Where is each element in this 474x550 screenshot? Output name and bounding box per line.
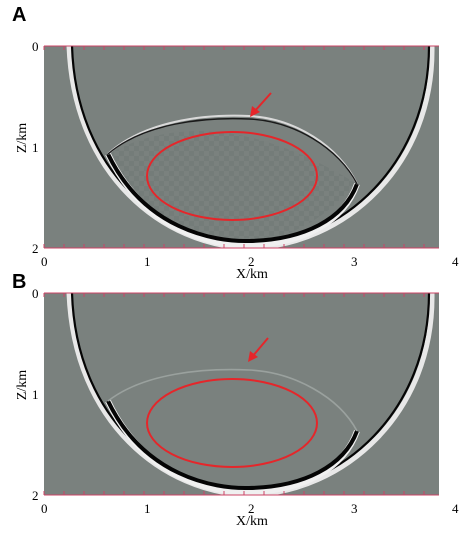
panel-letter-a: A: [12, 4, 27, 26]
seismic-image-b: [43, 292, 439, 496]
reflector: [106, 400, 359, 491]
annotation-ellipse: [146, 378, 318, 468]
annotation-arrow-line: [253, 92, 272, 113]
reflector: [106, 153, 359, 244]
diffraction-arc-dark: [107, 117, 358, 185]
background: [44, 293, 439, 495]
ytick-2: 2: [32, 241, 39, 256]
seismic-image-a: [43, 45, 439, 249]
xtick-4: 4: [452, 501, 459, 516]
ytick-2: 2: [32, 488, 39, 503]
xlabel: X/km: [236, 267, 268, 282]
outer-wavefront-halo: [66, 46, 435, 248]
annotation-arrow-line: [251, 337, 269, 358]
tick-marks: [43, 292, 439, 496]
panel-letter-b: B: [12, 271, 27, 293]
annotation-arrow-head: [248, 351, 258, 362]
xtick-2: 2: [248, 501, 255, 516]
ytick-1: 1: [32, 140, 39, 155]
annotation-ellipse: [146, 131, 318, 221]
diffraction-arc-light: [107, 114, 358, 185]
tick-marks: [43, 45, 439, 249]
xtick-1: 1: [144, 501, 151, 516]
annotation-arrow-head: [250, 106, 260, 117]
outer-wavefront-halo: [66, 293, 435, 495]
ylabel: Z/km: [15, 122, 30, 154]
ytick-0: 0: [32, 39, 39, 54]
xtick-3: 3: [351, 501, 358, 516]
ytick-0: 0: [32, 286, 39, 301]
xtick-0: 0: [41, 501, 48, 516]
diffraction-arc-faint: [107, 368, 358, 432]
interference-region: [108, 130, 357, 243]
xlabel: X/km: [236, 514, 268, 529]
ylabel: Z/km: [15, 369, 30, 401]
xtick-1: 1: [144, 254, 151, 269]
ytick-1: 1: [32, 387, 39, 402]
xtick-3: 3: [351, 254, 358, 269]
xtick-2: 2: [248, 254, 255, 269]
xtick-0: 0: [41, 254, 48, 269]
xtick-4: 4: [452, 254, 459, 269]
